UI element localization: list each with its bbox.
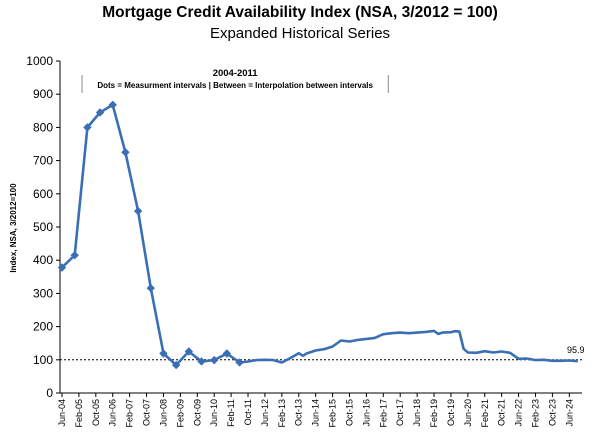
data-point-marker bbox=[70, 251, 79, 260]
x-tick-label: Feb-15 bbox=[328, 399, 338, 428]
end-value-label: 95.9 bbox=[567, 345, 585, 355]
annotation-text: Dots = Measurment intervals | Between = … bbox=[97, 81, 373, 90]
data-point-marker bbox=[57, 263, 67, 272]
x-tick-label: Oct-05 bbox=[91, 399, 101, 426]
data-point-marker bbox=[159, 349, 168, 358]
annotation-heading: 2004-2011 bbox=[213, 68, 259, 79]
x-tick-label: Oct-15 bbox=[344, 399, 354, 426]
annotation: 2004-2011 Dots = Measurment intervals | … bbox=[81, 68, 389, 93]
x-tick-label: Jun-10 bbox=[209, 399, 219, 427]
axes bbox=[59, 61, 582, 394]
x-tick-label: Oct-21 bbox=[497, 399, 507, 426]
y-tick-label: 800 bbox=[33, 120, 53, 134]
data-point-marker bbox=[222, 349, 232, 358]
chart-title: Mortgage Credit Availability Index (NSA,… bbox=[102, 4, 498, 21]
x-tick-label: Jun-22 bbox=[514, 399, 524, 427]
y-tick-label: 0 bbox=[46, 386, 53, 400]
x-tick-label: Jun-04 bbox=[57, 399, 67, 427]
data-point-marker bbox=[235, 358, 244, 367]
series-group bbox=[57, 100, 578, 370]
y-tick-label: 700 bbox=[33, 154, 53, 168]
data-point-marker bbox=[146, 283, 155, 293]
x-tick-label: Jun-20 bbox=[463, 399, 473, 427]
chart-subtitle: Expanded Historical Series bbox=[209, 25, 391, 42]
x-tick-label: Feb-23 bbox=[530, 399, 540, 428]
x-tick-label: Jun-24 bbox=[564, 399, 574, 427]
x-tick-label: Feb-21 bbox=[480, 399, 490, 428]
data-point-marker bbox=[121, 148, 130, 157]
x-tick-label: Oct-11 bbox=[243, 399, 253, 425]
x-tick-label: Jun-06 bbox=[108, 399, 118, 427]
x-tick-label: Feb-17 bbox=[378, 399, 388, 428]
y-axis-label: Index, NSA, 3/2012=100 bbox=[9, 183, 18, 273]
data-point-marker bbox=[83, 123, 92, 132]
x-tick-label: Oct-13 bbox=[294, 399, 304, 426]
x-tick-label: Feb-11 bbox=[226, 399, 236, 427]
x-tick-label: Oct-07 bbox=[142, 399, 152, 426]
x-tick-label: Oct-19 bbox=[446, 399, 456, 426]
data-point-marker bbox=[197, 357, 206, 366]
y-tick-label: 1000 bbox=[26, 54, 53, 68]
x-tick-label: Jun-14 bbox=[311, 399, 321, 427]
y-tick-label: 100 bbox=[33, 353, 53, 367]
y-tick-label: 300 bbox=[33, 286, 53, 300]
x-tick-label: Oct-09 bbox=[192, 399, 202, 426]
data-point-marker bbox=[133, 206, 143, 216]
x-ticks: Jun-04 Feb-05 Oct-05 Jun-06 Feb-07 Oct-07 Jun-… bbox=[57, 393, 574, 428]
y-tick-label: 600 bbox=[33, 187, 53, 201]
y-tick-label: 900 bbox=[33, 87, 53, 101]
y-ticks: 0 100 200 300 400 500 600 700 800 900 1000 bbox=[26, 54, 60, 400]
x-tick-label: Feb-07 bbox=[125, 399, 135, 428]
x-tick-label: Jun-18 bbox=[412, 399, 422, 427]
x-tick-label: Oct-23 bbox=[547, 399, 557, 426]
x-tick-label: Feb-19 bbox=[429, 399, 439, 428]
data-point-marker bbox=[209, 355, 219, 365]
x-tick-label: Feb-09 bbox=[175, 399, 185, 428]
data-point-marker bbox=[184, 347, 194, 356]
data-point-marker bbox=[171, 360, 181, 370]
y-tick-label: 500 bbox=[33, 220, 53, 234]
series-line bbox=[61, 103, 578, 367]
y-tick-label: 400 bbox=[33, 253, 53, 267]
data-point-marker bbox=[95, 108, 105, 117]
x-tick-label: Jun-08 bbox=[158, 399, 168, 427]
y-tick-label: 200 bbox=[33, 320, 53, 334]
x-tick-label: Oct-17 bbox=[395, 399, 405, 426]
x-tick-label: Feb-05 bbox=[74, 399, 84, 428]
x-tick-label: Jun-16 bbox=[361, 399, 371, 427]
data-point-marker bbox=[108, 100, 117, 110]
x-tick-label: Feb-13 bbox=[277, 399, 287, 428]
x-tick-label: Jun-12 bbox=[260, 399, 270, 427]
